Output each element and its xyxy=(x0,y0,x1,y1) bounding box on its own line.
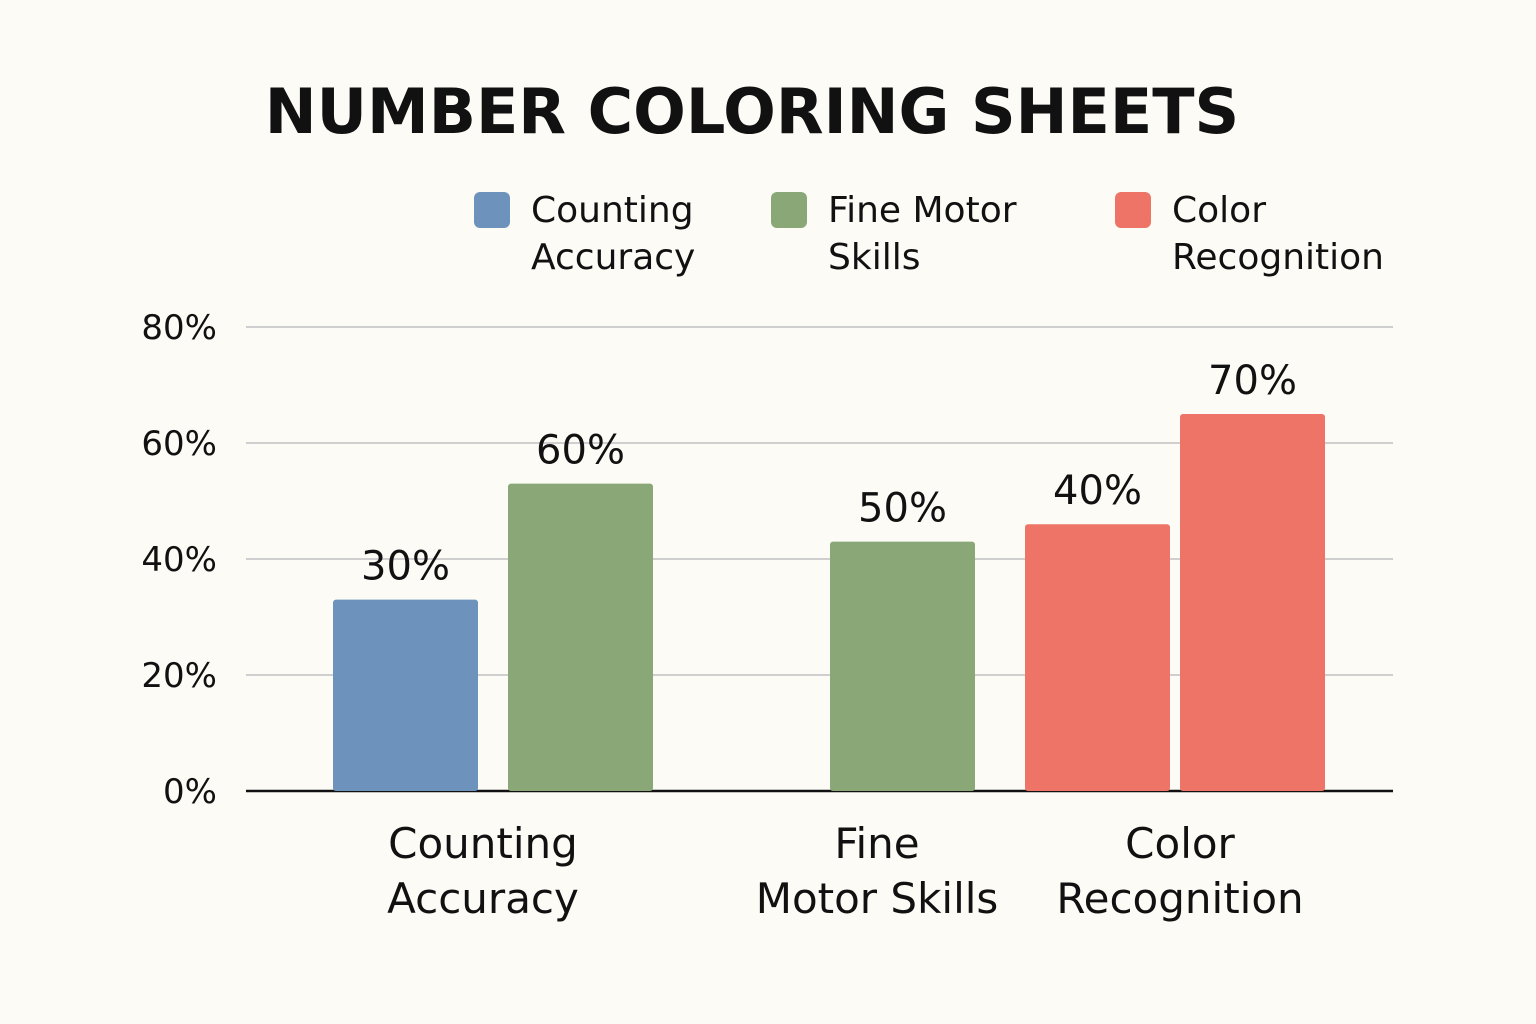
y-tick-label: 20% xyxy=(141,656,217,696)
legend: Counting Accuracy Fine Motor Skills Color Rec… xyxy=(474,190,1384,278)
legend-label-color: Color Recognition xyxy=(1172,190,1384,278)
y-tick-label: 40% xyxy=(141,540,217,580)
y-tick-label: 60% xyxy=(141,424,217,464)
bar-counting-2 xyxy=(508,483,653,791)
value-labels: 30% 60% 50% 40% 70% xyxy=(361,358,1297,590)
x-category-label-counting: Counting Accuracy xyxy=(387,819,579,923)
bar-value-label: 50% xyxy=(858,486,947,532)
legend-label-fine: Fine Motor Skills xyxy=(828,190,1017,278)
bar-value-label: 30% xyxy=(361,544,450,590)
bars xyxy=(333,414,1325,791)
bar-color-5 xyxy=(1180,414,1325,791)
legend-swatch-fine xyxy=(771,192,807,228)
bar-value-label: 60% xyxy=(536,428,625,474)
x-category-label-fine: Fine Motor Skills xyxy=(756,819,999,923)
x-category-label-color: Color Recognition xyxy=(1056,819,1303,923)
y-tick-label: 80% xyxy=(141,308,217,348)
bar-color-4 xyxy=(1025,524,1170,791)
legend-swatch-color xyxy=(1115,192,1151,228)
bar-value-label: 70% xyxy=(1208,358,1297,404)
chart-title: NUMBER COLORING SHEETS xyxy=(265,75,1239,148)
x-axis: Counting Accuracy Fine Motor Skills Color Rec… xyxy=(387,819,1304,923)
bar-counting-1 xyxy=(333,599,478,791)
legend-item-fine: Fine Motor Skills xyxy=(771,190,1017,278)
bar-value-label: 40% xyxy=(1053,468,1142,514)
bar-fine-3 xyxy=(830,541,975,791)
legend-item-counting: Counting Accuracy xyxy=(474,190,695,278)
legend-item-color: Color Recognition xyxy=(1115,190,1384,278)
legend-swatch-counting xyxy=(474,192,510,228)
legend-label-counting: Counting Accuracy xyxy=(531,190,695,278)
y-axis: 0% 20% 40% 60% 80% xyxy=(141,308,217,812)
y-tick-label: 0% xyxy=(163,772,217,812)
